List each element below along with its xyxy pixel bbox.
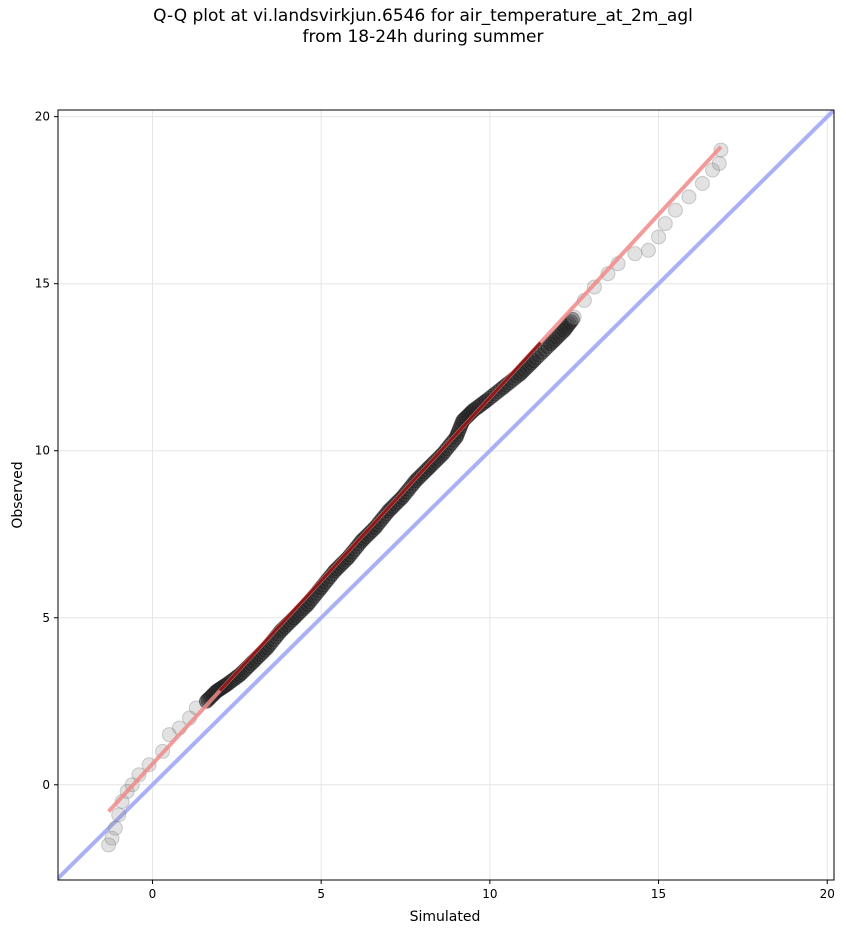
quantile-point: [198, 693, 214, 709]
quantile-point: [111, 807, 127, 823]
quantile-point: [657, 216, 673, 232]
chart-title-line-1: Q-Q plot at vi.landsvirkjun.6546 for air…: [153, 6, 693, 26]
plot-frame: [57, 109, 835, 881]
x-tick-label: 20: [820, 887, 835, 901]
quantile-point: [531, 347, 547, 363]
quantile-point: [543, 336, 559, 352]
quantile-point: [651, 229, 667, 245]
quantile-point: [667, 202, 683, 218]
quantile-points: [101, 142, 729, 853]
quantile-point: [161, 727, 177, 743]
quantile-point: [563, 314, 579, 330]
grid-lines: [58, 110, 834, 880]
chart-title: Q-Q plot at vi.landsvirkjun.6546 for air…: [0, 6, 846, 48]
quantile-point: [565, 311, 581, 327]
quantile-point: [566, 309, 582, 325]
y-axis-ticks: 0 5 10 15 20: [35, 110, 58, 792]
y-tick-label: 20: [35, 110, 50, 124]
quantile-point: [421, 459, 437, 475]
quantile-point: [101, 837, 117, 853]
quantile-point: [558, 320, 574, 336]
quantile-point: [385, 498, 401, 514]
quantile-point: [383, 501, 399, 517]
one-to-one-reference-line: [58, 110, 834, 880]
quantile-point: [529, 350, 545, 366]
fit-line-core: [218, 341, 542, 692]
y-axis-label: Observed: [10, 461, 26, 528]
quantile-point: [713, 142, 729, 158]
y-tick-label: 10: [35, 444, 50, 458]
chart-title-line-2: from 18-24h during summer: [302, 27, 544, 47]
quantile-point: [104, 830, 120, 846]
x-axis-ticks: 0 5 10 15 20: [149, 880, 835, 901]
quantile-point: [694, 175, 710, 191]
x-tick-label: 10: [482, 887, 497, 901]
quantile-point: [640, 242, 656, 258]
quantile-point: [711, 155, 727, 171]
quantile-point: [559, 318, 575, 334]
x-tick-label: 5: [317, 887, 325, 901]
y-tick-label: 0: [42, 778, 50, 792]
quantile-point: [547, 331, 563, 347]
plot-area: [58, 110, 834, 880]
quantile-point: [705, 162, 721, 178]
quantile-point: [561, 316, 577, 332]
quantile-point: [681, 189, 697, 205]
quantile-point: [381, 503, 397, 519]
y-tick-label: 5: [42, 611, 50, 625]
y-tick-label: 15: [35, 277, 50, 291]
fit-line-group: [107, 145, 723, 813]
x-tick-label: 15: [651, 887, 666, 901]
x-axis-label: Simulated: [410, 909, 481, 925]
x-tick-label: 0: [149, 887, 157, 901]
quantile-point: [545, 334, 561, 350]
quantile-point: [556, 322, 572, 338]
quantile-point: [399, 484, 415, 500]
quantile-point: [107, 820, 123, 836]
quantile-point: [627, 246, 643, 262]
quantile-point: [131, 767, 147, 783]
